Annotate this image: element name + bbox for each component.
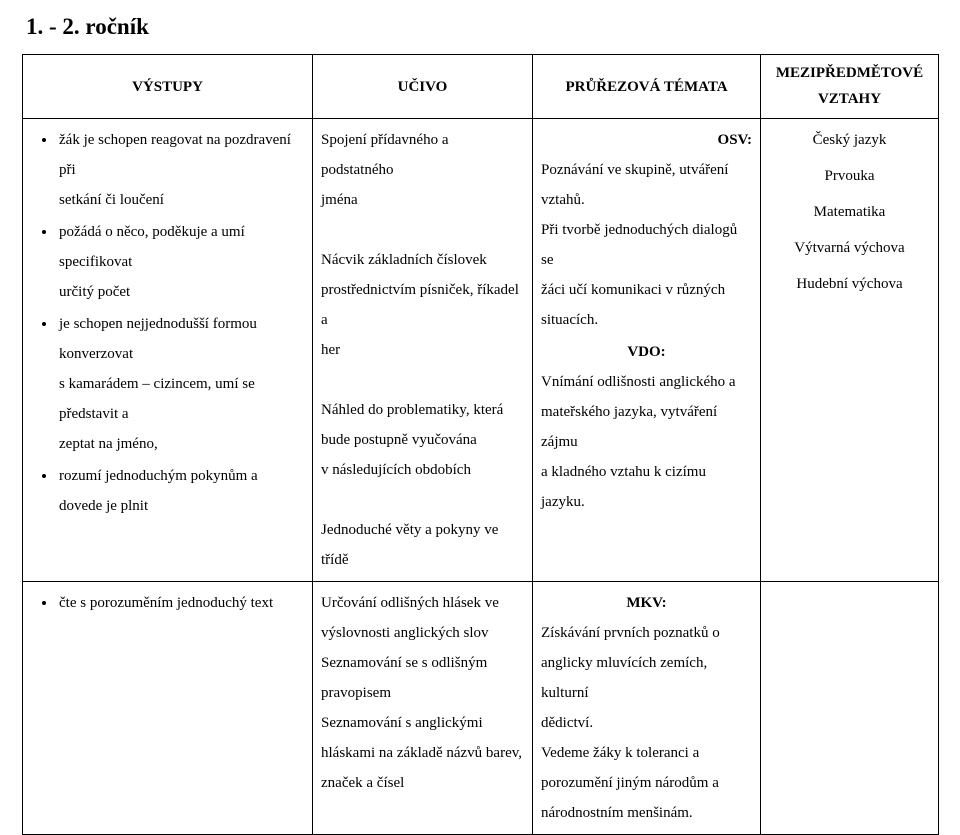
list-item: čte s porozuměním jednoduchý text [57,588,304,618]
text-line: mateřského jazyka, vytváření zájmu [541,404,717,450]
cell-vystupy-1: žák je schopen reagovat na pozdravení př… [23,119,313,582]
text-line: zeptat na jméno, [59,436,158,452]
text-line: značek a čísel [321,775,404,791]
text-line: hláskami na základě názvů barev, [321,745,522,761]
col-header-vystupy: VÝSTUPY [23,55,313,119]
text-line: v následujících obdobích [321,462,471,478]
text-line: Jednoduché věty a pokyny ve třídě [321,522,498,568]
text-line: Získávání prvních poznatků o [541,625,720,641]
col-header-vztahy-line1: MEZIPŘEDMĚTOVÉ [776,65,923,81]
table-row: čte s porozuměním jednoduchý text Určová… [23,582,939,835]
cell-ucivo-2: Určování odlišných hlásek ve výslovnosti… [313,582,533,835]
text-line: anglicky mluvících zemích, kulturní [541,655,707,701]
related-subject: Matematika [769,197,930,227]
text-line: určitý počet [59,284,130,300]
cell-temata-1: OSV: Poznávání ve skupině, utváření vzta… [533,119,761,582]
list-item: žák je schopen reagovat na pozdravení př… [57,125,304,215]
text-line: Nácvik základních číslovek [321,252,487,268]
text-line: s kamarádem – cizincem, umí se představi… [59,376,255,422]
text-line: požádá o něco, poděkuje a umí specifikov… [59,224,245,270]
text-line: Spojení přídavného a podstatného [321,132,448,178]
osv-body: Poznávání ve skupině, utváření vztahů. P… [541,155,752,335]
page-title: 1. - 2. ročník [26,14,938,40]
cell-vztahy-2 [761,582,939,835]
list-item: je schopen nejjednodušší formou konverzo… [57,309,304,459]
text-line: Poznávání ve skupině, utváření [541,162,728,178]
col-header-vztahy-line2: VZTAHY [818,91,881,107]
text-line: rozumí jednoduchým pokynům a dovede je p… [59,468,258,514]
page: 1. - 2. ročník VÝSTUPY UČIVO PRŮŘEZOVÁ T… [0,0,960,638]
vystupy-list-1: žák je schopen reagovat na pozdravení př… [31,125,304,521]
mkv-body: Získávání prvních poznatků o anglicky ml… [541,618,752,828]
text-line: Vnímání odlišnosti anglického a [541,374,736,390]
text-line: situacích. [541,312,598,328]
text-line: čte s porozuměním jednoduchý text [59,595,273,611]
related-subject: Výtvarná výchova [769,233,930,263]
mkv-heading: MKV: [626,595,666,611]
cell-ucivo-1: Spojení přídavného a podstatného jména N… [313,119,533,582]
text-line: Vedeme žáky k toleranci a [541,745,699,761]
text-line: setkání či loučení [59,192,164,208]
text-line: prostřednictvím písniček, říkadel a [321,282,519,328]
text-line: Náhled do problematiky, která [321,402,503,418]
text-line: národnostním menšinám. [541,805,693,821]
vdo-heading: VDO: [627,344,665,360]
col-header-vztahy: MEZIPŘEDMĚTOVÉ VZTAHY [761,55,939,119]
osv-heading: OSV: [718,132,752,148]
curriculum-table: VÝSTUPY UČIVO PRŮŘEZOVÁ TÉMATA MEZIPŘEDM… [22,54,939,835]
text-line: žáci učí komunikaci v různých [541,282,725,298]
related-subject: Hudební výchova [769,269,930,299]
text-line: pravopisem [321,685,391,701]
text-line: bude postupně vyučována [321,432,477,448]
table-header-row: VÝSTUPY UČIVO PRŮŘEZOVÁ TÉMATA MEZIPŘEDM… [23,55,939,119]
text-line: dědictví. [541,715,593,731]
text-line: jména [321,192,358,208]
text-line: žák je schopen reagovat na pozdravení př… [59,132,291,178]
text-line: a kladného vztahu k cizímu jazyku. [541,464,706,510]
text-line: výslovnosti anglických slov [321,625,489,641]
related-subject: Prvouka [769,161,930,191]
col-header-ucivo: UČIVO [313,55,533,119]
text-line: je schopen nejjednodušší formou konverzo… [59,316,257,362]
table-row: žák je schopen reagovat na pozdravení př… [23,119,939,582]
text-line: porozumění jiným národům a [541,775,719,791]
related-subject: Český jazyk [769,125,930,155]
list-item: požádá o něco, poděkuje a umí specifikov… [57,217,304,307]
cell-vztahy-1: Český jazyk Prvouka Matematika Výtvarná … [761,119,939,582]
cell-temata-2: MKV: Získávání prvních poznatků o anglic… [533,582,761,835]
text-line: vztahů. [541,192,585,208]
text-line: Při tvorbě jednoduchých dialogů se [541,222,737,268]
col-header-temata: PRŮŘEZOVÁ TÉMATA [533,55,761,119]
cell-vystupy-2: čte s porozuměním jednoduchý text [23,582,313,835]
vdo-body: Vnímání odlišnosti anglického a mateřské… [541,367,752,517]
vystupy-list-2: čte s porozuměním jednoduchý text [31,588,304,618]
text-line: Seznamování s anglickými [321,715,483,731]
text-line: her [321,342,340,358]
text-line: Seznamování se s odlišným [321,655,487,671]
text-line: Určování odlišných hlásek ve [321,595,499,611]
list-item: rozumí jednoduchým pokynům a dovede je p… [57,461,304,521]
